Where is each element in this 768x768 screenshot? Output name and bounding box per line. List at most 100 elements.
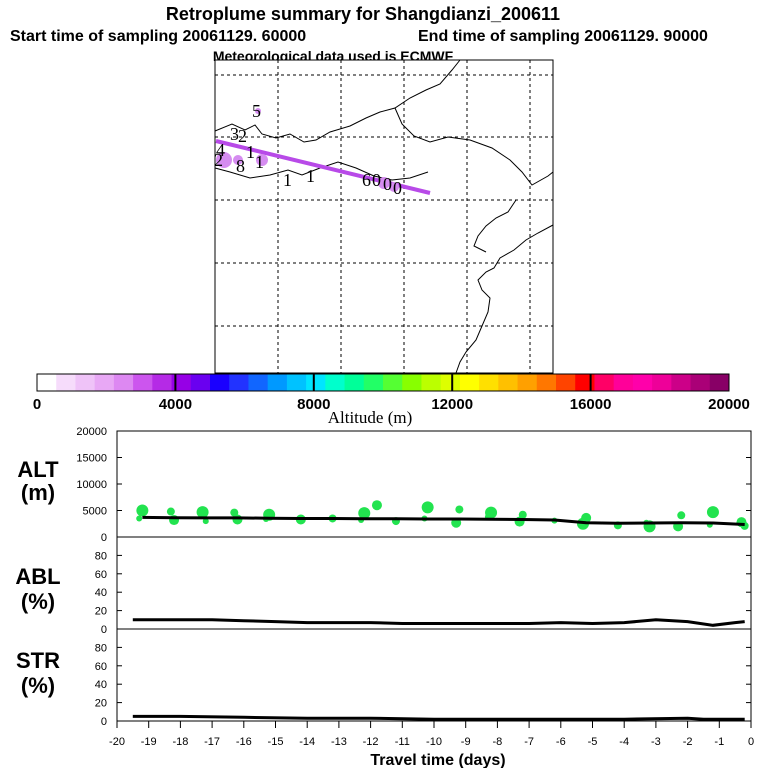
colorbar-cell [690, 374, 711, 391]
alt-particle-point [358, 507, 371, 520]
colorbar-frame [36, 373, 730, 392]
colorbar-cell [613, 374, 634, 391]
trajectory-label: 2 [238, 126, 247, 146]
trajectory-label: 6 [362, 170, 371, 190]
alt-particle-point [706, 506, 719, 519]
y-tick-label: 60 [95, 661, 107, 673]
colorbar-cell [229, 374, 249, 391]
trajectory-label: 5 [252, 101, 261, 121]
colorbar-cell [133, 374, 153, 391]
figure-title: Retroplume summary for Shangdianzi_20061… [166, 4, 560, 24]
alt-particle-point [518, 510, 527, 519]
colorbar-cell [479, 374, 499, 391]
colorbar-cell [498, 374, 519, 391]
str-label: STR [16, 648, 60, 673]
x-tick-label: -15 [268, 736, 284, 748]
y-tick-label: 40 [95, 587, 107, 599]
colorbar-cell [190, 374, 211, 391]
x-tick-label: -12 [363, 736, 379, 748]
str-frame [116, 628, 752, 722]
colorbar-cell [652, 374, 672, 391]
alt-particle-point [581, 512, 592, 523]
y-tick-label: 20 [95, 606, 107, 618]
altitude-colorbar: 0 4000 8000 12000 16000 20000 Altitude (m) [33, 373, 750, 427]
colorbar-cell [37, 374, 57, 391]
colorbar-cell [575, 374, 595, 391]
y-tick-label: 40 [95, 679, 107, 691]
alt-particle-point [136, 504, 149, 517]
alt-mean-line [142, 515, 745, 526]
start-time-label: Start time of sampling 20061129. 60000 [10, 28, 306, 45]
x-tick-label: -9 [461, 736, 471, 748]
abl-label: ABL [15, 564, 60, 589]
trajectory-label: 0 [372, 170, 381, 190]
colorbar-tick-label: 12000 [431, 396, 473, 413]
colorbar-cell [248, 374, 269, 391]
y-tick-label: 5000 [83, 506, 107, 518]
x-tick-label: -5 [588, 736, 598, 748]
x-tick-label: -20 [109, 736, 125, 748]
end-time-label: End time of sampling 20061129. 90000 [418, 28, 708, 45]
colorbar-cell [363, 374, 384, 391]
y-tick-label: 80 [95, 550, 107, 562]
trajectory-label: 2 [214, 150, 223, 170]
x-tick-label: -1 [714, 736, 724, 748]
abl-frame [116, 536, 752, 630]
trajectory-markers [216, 108, 399, 192]
trajectory-map: 5 3 2 4 1 2 8 1 1 1 6 0 0 0 [214, 59, 554, 374]
colorbar-cell [171, 374, 192, 391]
colorbar-cell [113, 374, 134, 391]
x-tick-label: -7 [524, 736, 534, 748]
colorbar-cell [709, 374, 730, 391]
colorbar-cell [152, 374, 173, 391]
colorbar-cell [632, 374, 653, 391]
trajectory-label: 3 [230, 124, 239, 144]
x-tick-label: -17 [204, 736, 220, 748]
x-tick-label: -19 [141, 736, 157, 748]
colorbar-cell [210, 374, 230, 391]
colorbar-cell [402, 374, 422, 391]
y-tick-label: 80 [95, 642, 107, 654]
trajectory-label: 1 [246, 142, 255, 162]
y-tick-label: 15000 [76, 453, 107, 465]
alt-particle-point [166, 507, 175, 516]
y-tick-label: 60 [95, 569, 107, 581]
alt-particle-point [485, 506, 498, 519]
colorbar-cell [556, 374, 576, 391]
alt-frame [116, 430, 752, 538]
trajectory-label: 1 [306, 166, 315, 186]
colorbar-cell [440, 374, 461, 391]
x-tick-label: -8 [493, 736, 503, 748]
y-tick-label: 20 [95, 698, 107, 710]
colorbar-cell [325, 374, 346, 391]
colorbar-cell [94, 374, 115, 391]
x-tick-label: -4 [619, 736, 629, 748]
colorbar-cell [75, 374, 96, 391]
colorbar-cell [421, 374, 442, 391]
colorbar-cell [536, 374, 557, 391]
colorbar-cell [306, 374, 326, 391]
colorbar-cell [56, 374, 76, 391]
y-tick-label: 20000 [76, 426, 107, 438]
colorbar-cell [267, 374, 288, 391]
x-tick-label: -2 [683, 736, 693, 748]
map-frame [214, 59, 554, 374]
colorbar-cell [671, 374, 692, 391]
alt-unit: (m) [21, 480, 55, 505]
x-tick-label: -10 [426, 736, 442, 748]
alt-particle-point [230, 508, 239, 517]
alt-particle-point [371, 500, 382, 511]
alt-particle-point [421, 501, 434, 514]
trajectory-label: 0 [393, 178, 402, 198]
x-tick-label: -11 [395, 736, 410, 748]
y-tick-label: 0 [101, 532, 107, 544]
abl-line [132, 618, 745, 627]
colorbar-cell [594, 374, 615, 391]
colorbar-title: Altitude (m) [328, 408, 413, 427]
y-tick-label: 0 [101, 624, 107, 636]
trajectory-label: 0 [383, 174, 392, 194]
alt-particle-point [455, 505, 464, 514]
y-tick-label: 10000 [76, 479, 107, 491]
